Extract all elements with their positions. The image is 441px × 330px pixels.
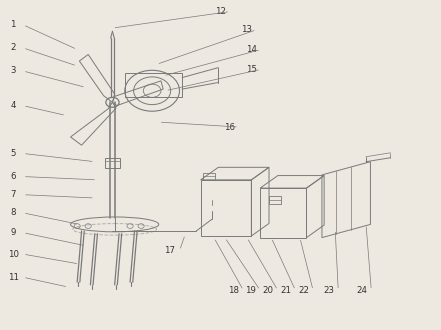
Text: 12: 12: [215, 7, 226, 16]
Bar: [260, 188, 306, 238]
Text: 8: 8: [11, 208, 16, 217]
Text: 6: 6: [11, 172, 16, 181]
Text: 10: 10: [8, 249, 19, 259]
Bar: [269, 196, 281, 204]
Text: 5: 5: [11, 149, 16, 158]
Text: 16: 16: [224, 122, 235, 132]
Text: 4: 4: [11, 101, 16, 110]
Text: 13: 13: [242, 25, 252, 34]
Text: 21: 21: [280, 286, 291, 295]
Text: 22: 22: [298, 286, 309, 295]
Text: 9: 9: [11, 228, 16, 237]
Text: 14: 14: [246, 45, 257, 54]
Text: 23: 23: [323, 286, 334, 295]
Text: 2: 2: [11, 43, 16, 52]
Text: 15: 15: [246, 65, 257, 74]
Text: 1: 1: [11, 20, 16, 29]
Bar: [105, 158, 120, 168]
Text: 18: 18: [228, 286, 239, 295]
Text: 7: 7: [11, 190, 16, 199]
Bar: [203, 173, 215, 180]
Text: 20: 20: [263, 286, 273, 295]
Text: 11: 11: [8, 273, 19, 282]
Text: 19: 19: [245, 286, 256, 295]
Text: 17: 17: [164, 246, 175, 255]
Bar: [201, 180, 251, 236]
Text: 3: 3: [11, 66, 16, 76]
Text: 24: 24: [356, 286, 367, 295]
Bar: [125, 73, 182, 97]
